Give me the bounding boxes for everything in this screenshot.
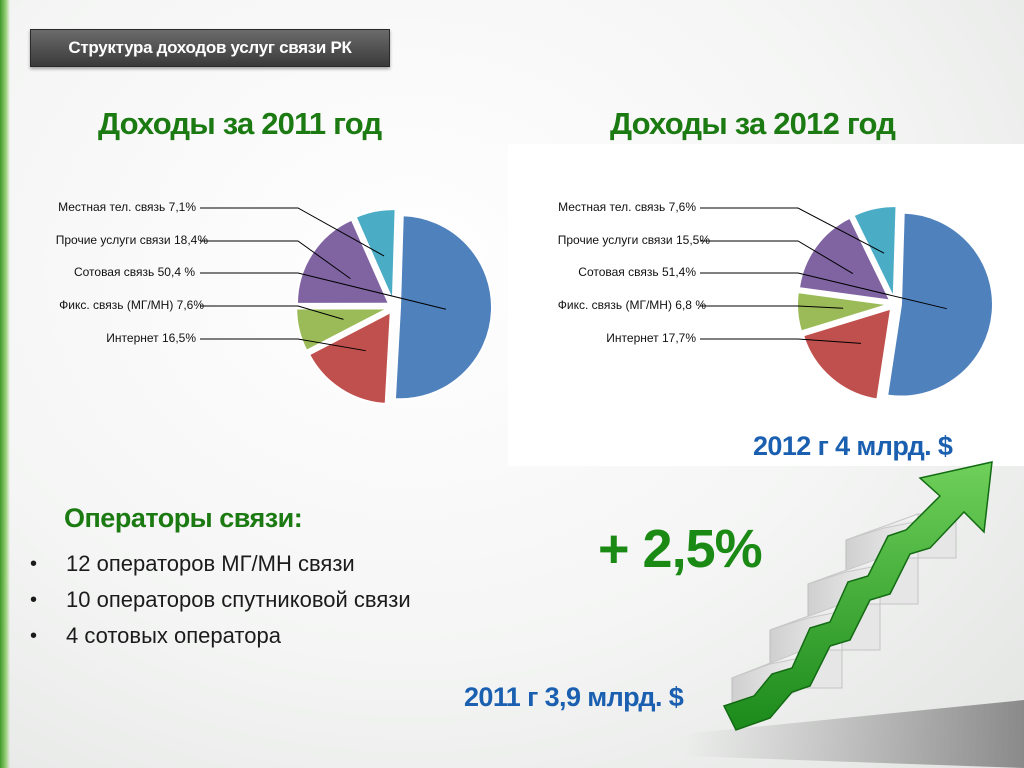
pie-2011-leader-3	[200, 305, 344, 320]
total-2012: 2012 г 4 млрд. $	[753, 431, 953, 461]
pie-2012-label-2: Сотовая связь 51,4%	[578, 265, 696, 279]
operators-heading: Операторы связи:	[64, 503, 303, 533]
list-item: • 4 сотовых оператора	[30, 623, 281, 648]
operators-list: • 12 операторов МГ/МН связи • 10 операторо…	[30, 546, 411, 654]
pie-2011-leader-4	[200, 338, 366, 352]
pie-2011-label-1: Прочие услуги связи 18,4%	[55, 233, 208, 247]
pie-2012-label-1: Прочие услуги связи 15,5%	[557, 233, 710, 247]
chart-2011-title: Доходы за 2011 год	[98, 106, 382, 141]
bullet-icon: •	[30, 552, 38, 575]
pie-2011-label-2: Сотовая связь 50,4 %	[73, 265, 195, 279]
pie-2011-slice-4	[307, 310, 392, 405]
title-bar: Структура доходов услуг связи РК	[30, 29, 390, 67]
growth-stairs-illustration	[684, 461, 1024, 768]
pie-2011-label-3: Фикс. связь (МГ/МН) 7,6%	[59, 298, 204, 312]
pie-2011-leader-1	[200, 240, 351, 280]
growth-percent: + 2,5%	[598, 519, 763, 579]
pie-2011-slice-2	[393, 214, 493, 401]
pie-2011-leader-0	[200, 207, 385, 257]
pie-2012-label-4: Интернет 17,7%	[606, 331, 696, 345]
pie-2011-label-0: Местная тел. связь 7,1%	[58, 200, 196, 214]
pie-2011-slice-1	[295, 218, 391, 305]
chart-2012-title: Доходы за 2012 год	[610, 106, 896, 141]
pie-2012-label-0: Местная тел. связь 7,6%	[558, 200, 696, 214]
bullet-icon: •	[30, 588, 38, 611]
pie-2011-slice-0	[354, 208, 397, 302]
pie-2011-leader-2	[200, 272, 447, 310]
page-title: Структура доходов услуг связи РК	[68, 38, 352, 57]
bullet-icon: •	[30, 624, 38, 647]
pie-2011-slice-3	[295, 307, 389, 353]
list-item: • 10 операторов спутниковой связи	[30, 587, 411, 612]
pie-2011-label-4: Интернет 16,5%	[106, 331, 196, 345]
left-accent-bar	[0, 0, 10, 768]
total-2011: 2011 г 3,9 млрд. $	[464, 682, 684, 712]
list-item: • 12 операторов МГ/МН связи	[30, 551, 355, 576]
pie-2012-label-3: Фикс. связь (МГ/МН) 6,8 %	[557, 298, 706, 312]
